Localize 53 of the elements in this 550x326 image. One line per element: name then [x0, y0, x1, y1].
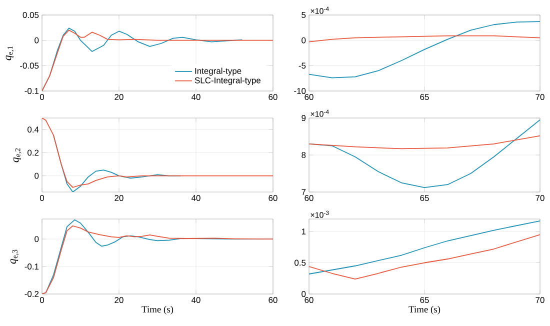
y-axis-title: q$_{e,3}$: [10, 250, 19, 264]
y-tick-label: -0.2: [24, 291, 39, 297]
x-tick-label: 40: [191, 94, 200, 100]
legend-label: SLC-Integral-type: [194, 77, 260, 86]
x-tick-label: 20: [114, 94, 124, 100]
y-tick-label: 9: [302, 115, 306, 121]
x-tick-label: 65: [420, 94, 429, 100]
y-tick-label: 7: [302, 189, 306, 195]
x-tick-label: 60: [268, 195, 278, 202]
y-tick-label: 0: [34, 172, 39, 179]
x-tick-label: 70: [536, 195, 544, 202]
x-tick-label: 65: [420, 195, 429, 202]
x-tick-label: 60: [304, 94, 314, 100]
x-tick-label: 20: [114, 195, 124, 202]
y-tick-label: 0: [302, 291, 306, 297]
x-tick-label: 0: [40, 195, 44, 202]
y-tick-label: -10: [294, 88, 306, 94]
y-tick-label: 5: [302, 12, 306, 18]
line-series: [309, 35, 540, 42]
y-tick-label: 0.05: [22, 12, 39, 18]
x-tick-label: 40: [191, 195, 200, 202]
y-tick-label: 0: [34, 37, 39, 44]
x-tick-label: 60: [268, 94, 278, 100]
x-tick-label: 70: [536, 297, 544, 304]
y-tick-label: 0: [302, 37, 306, 44]
y-tick-label: 1: [302, 228, 306, 234]
line-series: [309, 135, 540, 150]
x-tick-label: 0: [40, 297, 44, 304]
y-tick-label: -0.1: [24, 264, 39, 270]
y-tick-label: 8: [302, 152, 306, 158]
line-series: [309, 220, 540, 274]
x-tick-label: 40: [191, 297, 200, 304]
line-series: [309, 21, 540, 78]
x-tick-label: 70: [536, 94, 544, 100]
legend-label: Integral-type: [195, 68, 242, 76]
line-series: [309, 234, 540, 280]
x-tick-label: 20: [114, 297, 124, 304]
y-tick-label: -0.05: [20, 62, 39, 69]
x-tick-label: 60: [304, 297, 314, 304]
y-axis-title: q$_{e,2}$: [13, 148, 22, 162]
x-tick-label: 60: [304, 195, 314, 202]
y-axis-title: q$_{e,1}$: [6, 46, 14, 60]
x-axis-title: Time (s): [408, 306, 440, 314]
x-tick-label: 0: [40, 94, 44, 100]
y-tick-label: 0.4: [28, 126, 39, 133]
y-tick-label: -0.1: [24, 88, 39, 94]
y-tick-label: 0.2: [28, 150, 39, 156]
x-axis-title: Time (s): [142, 306, 174, 314]
y-tick-label: 0: [34, 236, 39, 242]
y-tick-label: 0.5: [294, 260, 306, 266]
x-tick-label: 60: [268, 297, 278, 304]
x-tick-label: 65: [420, 297, 429, 304]
y-tick-label: -5: [298, 62, 306, 69]
